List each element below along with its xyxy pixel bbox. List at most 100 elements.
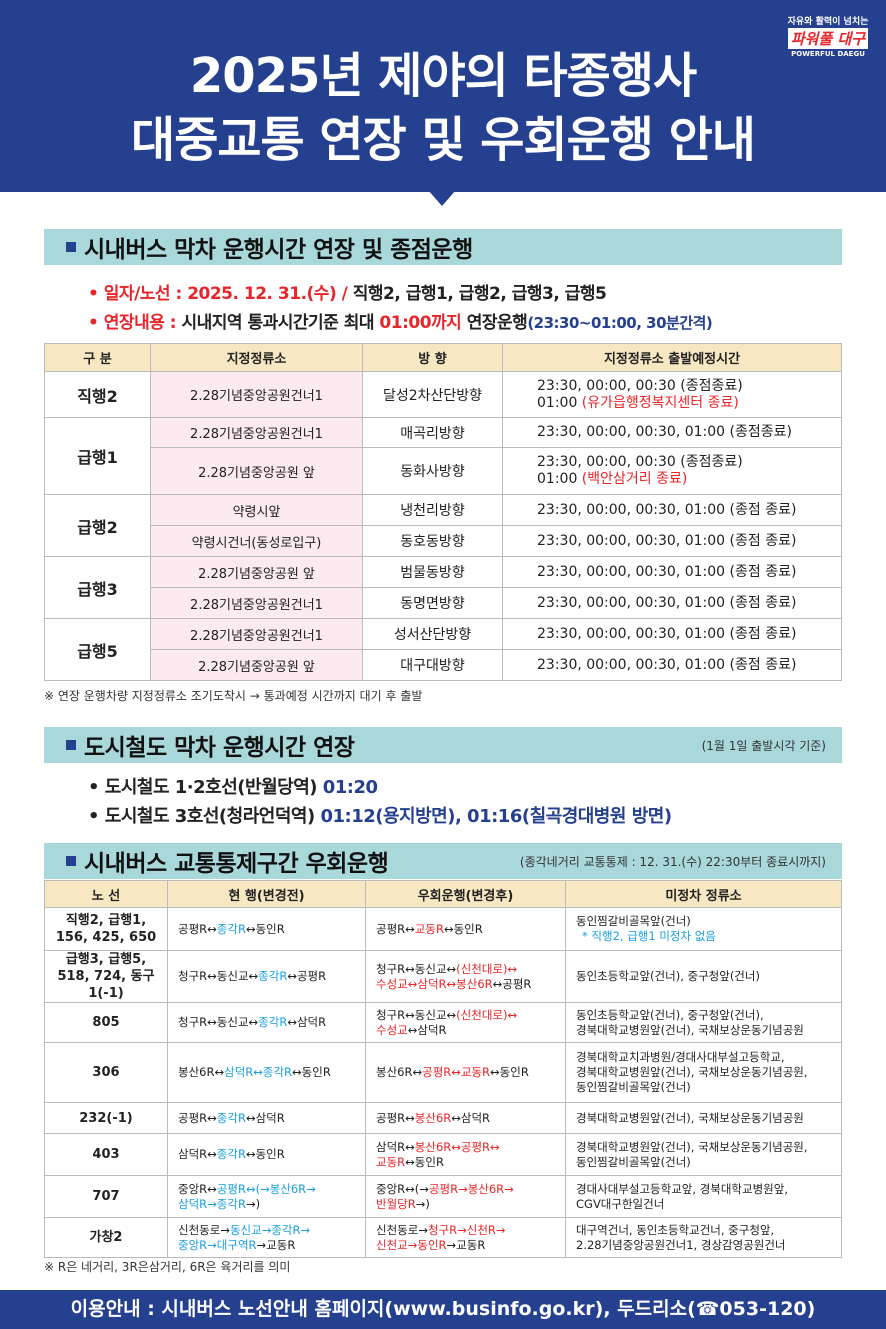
column-header: 현 행(변경전) <box>167 880 366 908</box>
detour-segment: 수성교↔삼덕R↔봉산6R <box>376 976 493 991</box>
skipped-stop: 2.28기념중앙공원건너1, 경상감영공원건너 <box>576 1237 786 1252</box>
route-segment: 공평R↔ <box>376 921 415 936</box>
route-segment: 삼덕R↔ <box>178 1147 217 1161</box>
column-header: 노 선 <box>44 880 168 908</box>
skipped-stop: 경북대학교병원앞(건너), 국채보상운동기념공원, <box>576 1139 808 1154</box>
route-line: 중앙R→대구역R→교동R <box>178 1238 365 1253</box>
route-line: 중앙R↔공평R↔(→봉산6R→ <box>178 1182 365 1197</box>
route-name: 518, 724, 동구1(-1) <box>57 969 155 1001</box>
route-cell: 급행3, 급행5, 518, 724, 동구1(-1) <box>44 950 168 1003</box>
column-header: 지정정류소 출발예정시간 <box>502 343 842 372</box>
section-bus-extension: 시내버스 막차 운행시간 연장 및 종점운행 <box>44 229 842 265</box>
route-cell: 403 <box>44 1133 168 1176</box>
route-name: 급행3, 급행5, <box>65 952 147 967</box>
closed-segment: 종각R <box>216 1147 246 1161</box>
table-row: 급행3 2.28기념중앙공원 앞 범물동방향 23:30, 00:00, 00:30,… <box>44 556 842 619</box>
section-detour: 시내버스 교통통제구간 우회운행 (종각네거리 교통통제 : 12. 31.(수)… <box>44 843 842 879</box>
route-line: 신천동로→동신교→종각R→ <box>178 1223 365 1238</box>
section-note: (1월 1일 출발시각 기준) <box>701 738 826 753</box>
time-cell: 23:30, 00:00, 00:30, 01:00 (종점 종료) <box>502 556 842 588</box>
stop-cell: 약령시건너(동성로입구) <box>150 525 363 557</box>
ext-text2: 연장운행 <box>461 313 528 333</box>
route-segment: 중앙R↔ <box>178 1181 217 1196</box>
route-segment: ↔삼덕R <box>451 1110 491 1125</box>
title-line-2: 대중교통 연장 및 우회운행 안내 <box>131 112 756 168</box>
skipped-stops-cell: 경북대학교치과병원/경대사대부설고등학교, 경북대학교병원앞(건너), 국채보상운… <box>565 1042 842 1103</box>
route-name: 직행2, 급행1, <box>65 913 147 928</box>
stop-cell: 2.28기념중앙공원건너1 <box>150 371 363 418</box>
route-name: 403 <box>92 1147 120 1162</box>
skipped-stop: 동인초등학교앞(건너), 중구청앞(건너) <box>576 969 760 983</box>
stop-cell: 2.28기념중앙공원건너1 <box>150 587 363 619</box>
route-segment: 봉산6R↔ <box>178 1065 225 1079</box>
route-line: 봉산6R↔공평R↔교동R↔동인R <box>376 1065 565 1080</box>
table-row: 직행2, 급행1, 156, 425, 650 공평R↔종각R↔동인R 공평R↔교동R… <box>44 907 842 951</box>
closed-segment: 종각R <box>258 969 288 983</box>
table-row: 급행3, 급행5, 518, 724, 동구1(-1) 청구R↔동신교↔종각R↔공평… <box>44 950 842 1003</box>
time-text: 23:30, 00:00, 00:30, 01:00 (종점종료) <box>537 424 792 440</box>
title-line-1: 2025년 제야의 타종행사 <box>189 48 697 104</box>
section-heading: 시내버스 교통통제구간 우회운행 <box>84 851 389 877</box>
skipped-stop: 동인찜갈비골목앞(건너) <box>576 1080 691 1094</box>
route-line: 공평R↔종각R↔동인R <box>178 922 365 937</box>
route-line: 삼덕R↔봉산6R↔공평R↔ <box>376 1140 565 1155</box>
route-segment: ↔동인R <box>405 1154 444 1169</box>
detour-segment: 교동R <box>414 921 444 936</box>
detour-segment: 청구R→신천R→ <box>427 1222 506 1237</box>
route-segment: 공평R↔ <box>178 1110 217 1125</box>
column-header: 방 향 <box>362 343 503 372</box>
stop-cell: 2.28기념중앙공원건너1 <box>150 417 363 448</box>
detour-segment: 공평R→봉산6R→ <box>428 1181 514 1196</box>
route-segment: 공평R↔ <box>178 921 217 936</box>
detour-segment: 봉산6R <box>414 1110 452 1125</box>
route-segment: 신천동로→ <box>376 1222 428 1237</box>
skipped-stops-cell: 동인찜갈비골목앞(건너) * 직행2, 급행1 미정차 없음 <box>565 907 842 951</box>
ext-time: 01:00까지 <box>379 313 462 333</box>
direction-cell: 동호동방향 <box>362 525 503 557</box>
route-line: 공평R↔봉산6R↔삼덕R <box>376 1111 565 1126</box>
route-line: 공평R↔종각R↔삼덕R <box>178 1111 365 1126</box>
after-route-cell: 중앙R↔(→공평R→봉산6R→ 반월당R→) <box>365 1175 566 1218</box>
route-segment: →) <box>415 1196 430 1211</box>
route-line: 청구R↔동신교↔(신천대로)↔ <box>376 1008 565 1023</box>
route-segment: 청구R↔동신교↔ <box>376 1007 457 1022</box>
table-row: 707 중앙R↔공평R↔(→봉산6R→ 삼덕R→종각R→) 중앙R↔(→공평R→봉산6… <box>44 1175 842 1218</box>
page-title: 2025년 제야의 타종행사 대중교통 연장 및 우회운행 안내 <box>0 44 886 172</box>
ext-label: • 연장내용 : <box>88 313 177 333</box>
detour-segment: 교동R <box>376 1154 406 1169</box>
after-route-cell: 공평R↔봉산6R↔삼덕R <box>365 1102 566 1134</box>
skipped-stops-cell: 경북대학교병원앞(건너), 국채보상운동기념공원 <box>565 1102 842 1134</box>
column-header: 구 분 <box>44 343 151 372</box>
route-segment: 공평R↔ <box>376 1110 415 1125</box>
bullet-square-icon <box>66 242 76 252</box>
detour-segment: 신천교→동인R <box>376 1237 447 1252</box>
table-row: 급행1 2.28기념중앙공원건너1 매곡리방향 23:30, 00:00, 00:30… <box>44 417 842 495</box>
time-text: 23:30, 00:00, 00:30, 01:00 (종점 종료) <box>537 563 797 580</box>
table-row: 2.28기념중앙공원 앞 동화사방향 23:30, 00:00, 00:30 (종점… <box>45 447 842 495</box>
closed-segment: 종각R <box>216 1110 246 1125</box>
skipped-stop: 경북대학교병원앞(건너), 국채보상운동기념공원, <box>576 1065 808 1079</box>
detour-segment: 공평R↔교동R <box>422 1065 491 1079</box>
table-row: 306 봉산6R↔삼덕R↔종각R↔동인R 봉산6R↔공평R↔교동R↔동인R 경북대학교… <box>44 1042 842 1103</box>
skipped-stop: CGV대구한일건너 <box>576 1196 665 1211</box>
time-cell: 23:30, 00:00, 00:30, 01:00 (종점 종료) <box>502 649 842 681</box>
column-header: 지정정류소 <box>150 343 363 372</box>
time-cell: 23:30, 00:00, 00:30 (종점종료) 01:00 (백안삼거리 종… <box>502 447 842 495</box>
header-notch <box>428 190 456 206</box>
detour-segment: 수성교 <box>376 1022 408 1037</box>
route-name: 306 <box>92 1065 120 1080</box>
after-route-cell: 청구R↔동신교↔(신천대로)↔ 수성교↔삼덕R <box>365 1002 566 1043</box>
time-cell: 23:30, 00:00, 00:30 (종점종료) 01:00 (유가읍행정복지… <box>502 371 842 418</box>
route-cell: 가창2 <box>44 1217 168 1258</box>
route-line: 공평R↔교동R↔동인R <box>376 922 565 937</box>
route-segment: ↔동인R <box>490 1065 529 1079</box>
time-text: 23:30, 00:00, 00:30, 01:00 (종점 종료) <box>537 594 797 611</box>
route-line: 청구R↔동신교↔종각R↔공평R <box>178 969 365 984</box>
table-row: 급행5 2.28기념중앙공원건너1 성서산단방향 23:30, 00:00, 00:3… <box>44 618 842 681</box>
route-segment: →) <box>245 1196 261 1211</box>
route-segment: 삼덕R↔ <box>376 1139 415 1154</box>
route-name: 232(-1) <box>79 1110 133 1126</box>
after-route-cell: 공평R↔교동R↔동인R <box>365 907 566 951</box>
section-note: (종각네거리 교통통제 : 12. 31.(수) 22:30부터 종료시까지) <box>519 854 826 869</box>
